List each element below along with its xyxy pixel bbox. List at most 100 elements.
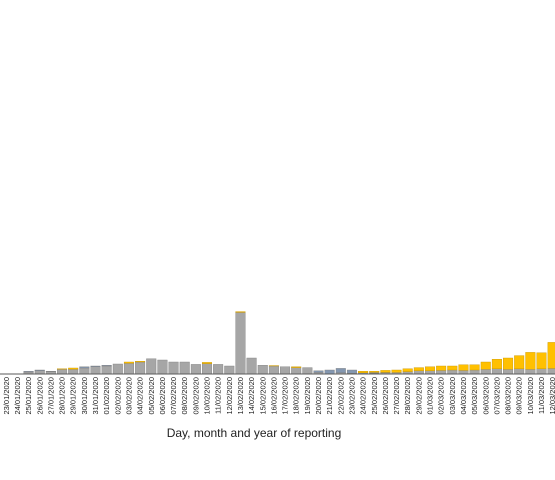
x-tick-label: 28/02/2020	[403, 377, 412, 415]
bar-segment	[168, 361, 179, 375]
bar-segment	[436, 365, 447, 371]
bar-segment	[480, 369, 491, 375]
bar-segment	[179, 361, 190, 375]
bar-segment	[68, 367, 79, 370]
bar-segment	[146, 358, 157, 375]
bar-segment	[346, 369, 357, 374]
x-tick-label: 25/02/2020	[370, 377, 379, 415]
x-tick-label: 10/03/2020	[526, 377, 535, 415]
bar-segment	[123, 363, 134, 375]
x-tick-label: 27/01/2020	[46, 377, 55, 415]
bar-segment	[458, 370, 469, 375]
bar-segment	[503, 369, 514, 375]
bar-segment	[469, 369, 480, 375]
bar-segment	[480, 361, 491, 370]
x-tick-label: 19/02/2020	[303, 377, 312, 415]
x-tick-label: 20/02/2020	[314, 377, 323, 415]
x-tick-label: 17/02/2020	[281, 377, 290, 415]
x-tick-label: 08/02/2020	[180, 377, 189, 415]
x-tick-label: 24/02/2020	[359, 377, 368, 415]
x-tick-label: 09/03/2020	[515, 377, 524, 415]
x-tick-label: 05/03/2020	[470, 377, 479, 415]
bar-segment	[135, 361, 146, 363]
x-tick-label: 11/02/2020	[214, 377, 223, 414]
x-tick-label: 31/01/2020	[91, 377, 100, 415]
x-tick-label: 04/02/2020	[136, 377, 145, 415]
bar-segment	[90, 365, 101, 368]
bar-segment	[369, 371, 380, 373]
bars-layer	[23, 311, 555, 375]
bar-segment	[469, 364, 480, 371]
x-tick-label: 29/02/2020	[414, 377, 423, 415]
bar-segment	[536, 368, 547, 375]
bar-segment	[190, 364, 201, 375]
bar-segment	[525, 352, 536, 370]
bar-segment	[536, 352, 547, 369]
bar-segment	[235, 311, 246, 313]
bar-segment	[112, 363, 123, 375]
bar-segment	[135, 361, 146, 375]
x-tick-label: 03/02/2020	[124, 377, 133, 415]
bar-segment	[280, 366, 291, 375]
x-tick-label: 06/03/2020	[481, 377, 490, 415]
x-tick-label: 23/02/2020	[347, 377, 356, 415]
bar-segment	[514, 368, 525, 375]
x-tick-label: 11/03/2020	[537, 377, 546, 414]
x-tick-labels: 23/01/2020 24/01/2020 25/01/2020 26/01/2020…	[2, 377, 555, 415]
bar-segment	[90, 366, 101, 375]
bar-segment	[235, 312, 246, 375]
bar-segment	[257, 365, 268, 375]
x-tick-label: 07/02/2020	[169, 377, 178, 415]
x-tick-label: 26/02/2020	[381, 377, 390, 415]
bar-segment	[268, 365, 279, 375]
bar-segment	[68, 369, 79, 375]
x-tick-label: 22/02/2020	[336, 377, 345, 415]
x-tick-label: 26/01/2020	[35, 377, 44, 415]
bar-segment	[503, 357, 514, 370]
x-tick-label: 07/03/2020	[492, 377, 501, 415]
x-tick-label: 12/03/2020	[548, 377, 555, 415]
x-tick-label: 16/02/2020	[269, 377, 278, 415]
bar-segment	[246, 357, 257, 375]
x-axis-title: Day, month and year of reporting	[167, 426, 342, 440]
x-tick-label: 08/03/2020	[504, 377, 513, 415]
x-tick-label: 30/01/2020	[80, 377, 89, 415]
x-tick-label: 12/02/2020	[225, 377, 234, 415]
x-tick-label: 25/01/2020	[24, 377, 33, 415]
bar-segment	[34, 369, 45, 372]
bar-segment	[324, 369, 335, 375]
bar-segment	[213, 364, 224, 375]
x-tick-label: 14/02/2020	[247, 377, 256, 415]
bar-segment	[402, 368, 413, 372]
bar-segment	[313, 370, 324, 373]
bar-segment	[101, 365, 112, 375]
bar-segment	[335, 368, 346, 373]
bar-segment	[525, 369, 536, 375]
bar-segment	[413, 367, 424, 372]
bar-segment	[291, 366, 302, 368]
bar-segment	[79, 366, 90, 369]
x-tick-label: 15/02/2020	[258, 377, 267, 415]
x-tick-label: 18/02/2020	[292, 377, 301, 415]
x-tick-label: 09/02/2020	[191, 377, 200, 415]
bar-segment	[458, 364, 469, 371]
bar-segment	[123, 361, 134, 364]
bar-segment	[358, 371, 369, 374]
x-tick-label: 21/02/2020	[325, 377, 334, 415]
bar-segment	[447, 365, 458, 371]
bar-segment	[391, 369, 402, 373]
bar-segment	[447, 369, 458, 375]
bar-segment	[157, 359, 168, 375]
bar-segment	[201, 363, 212, 375]
x-tick-label: 23/01/2020	[2, 377, 11, 415]
x-tick-label: 01/02/2020	[102, 377, 111, 415]
bar-segment	[514, 355, 525, 370]
bar-segment	[23, 371, 34, 373]
x-tick-label: 28/01/2020	[58, 377, 67, 415]
x-tick-label: 02/02/2020	[113, 377, 122, 415]
x-tick-label: 04/03/2020	[459, 377, 468, 415]
bar-segment	[547, 368, 555, 375]
x-tick-label: 06/02/2020	[158, 377, 167, 415]
